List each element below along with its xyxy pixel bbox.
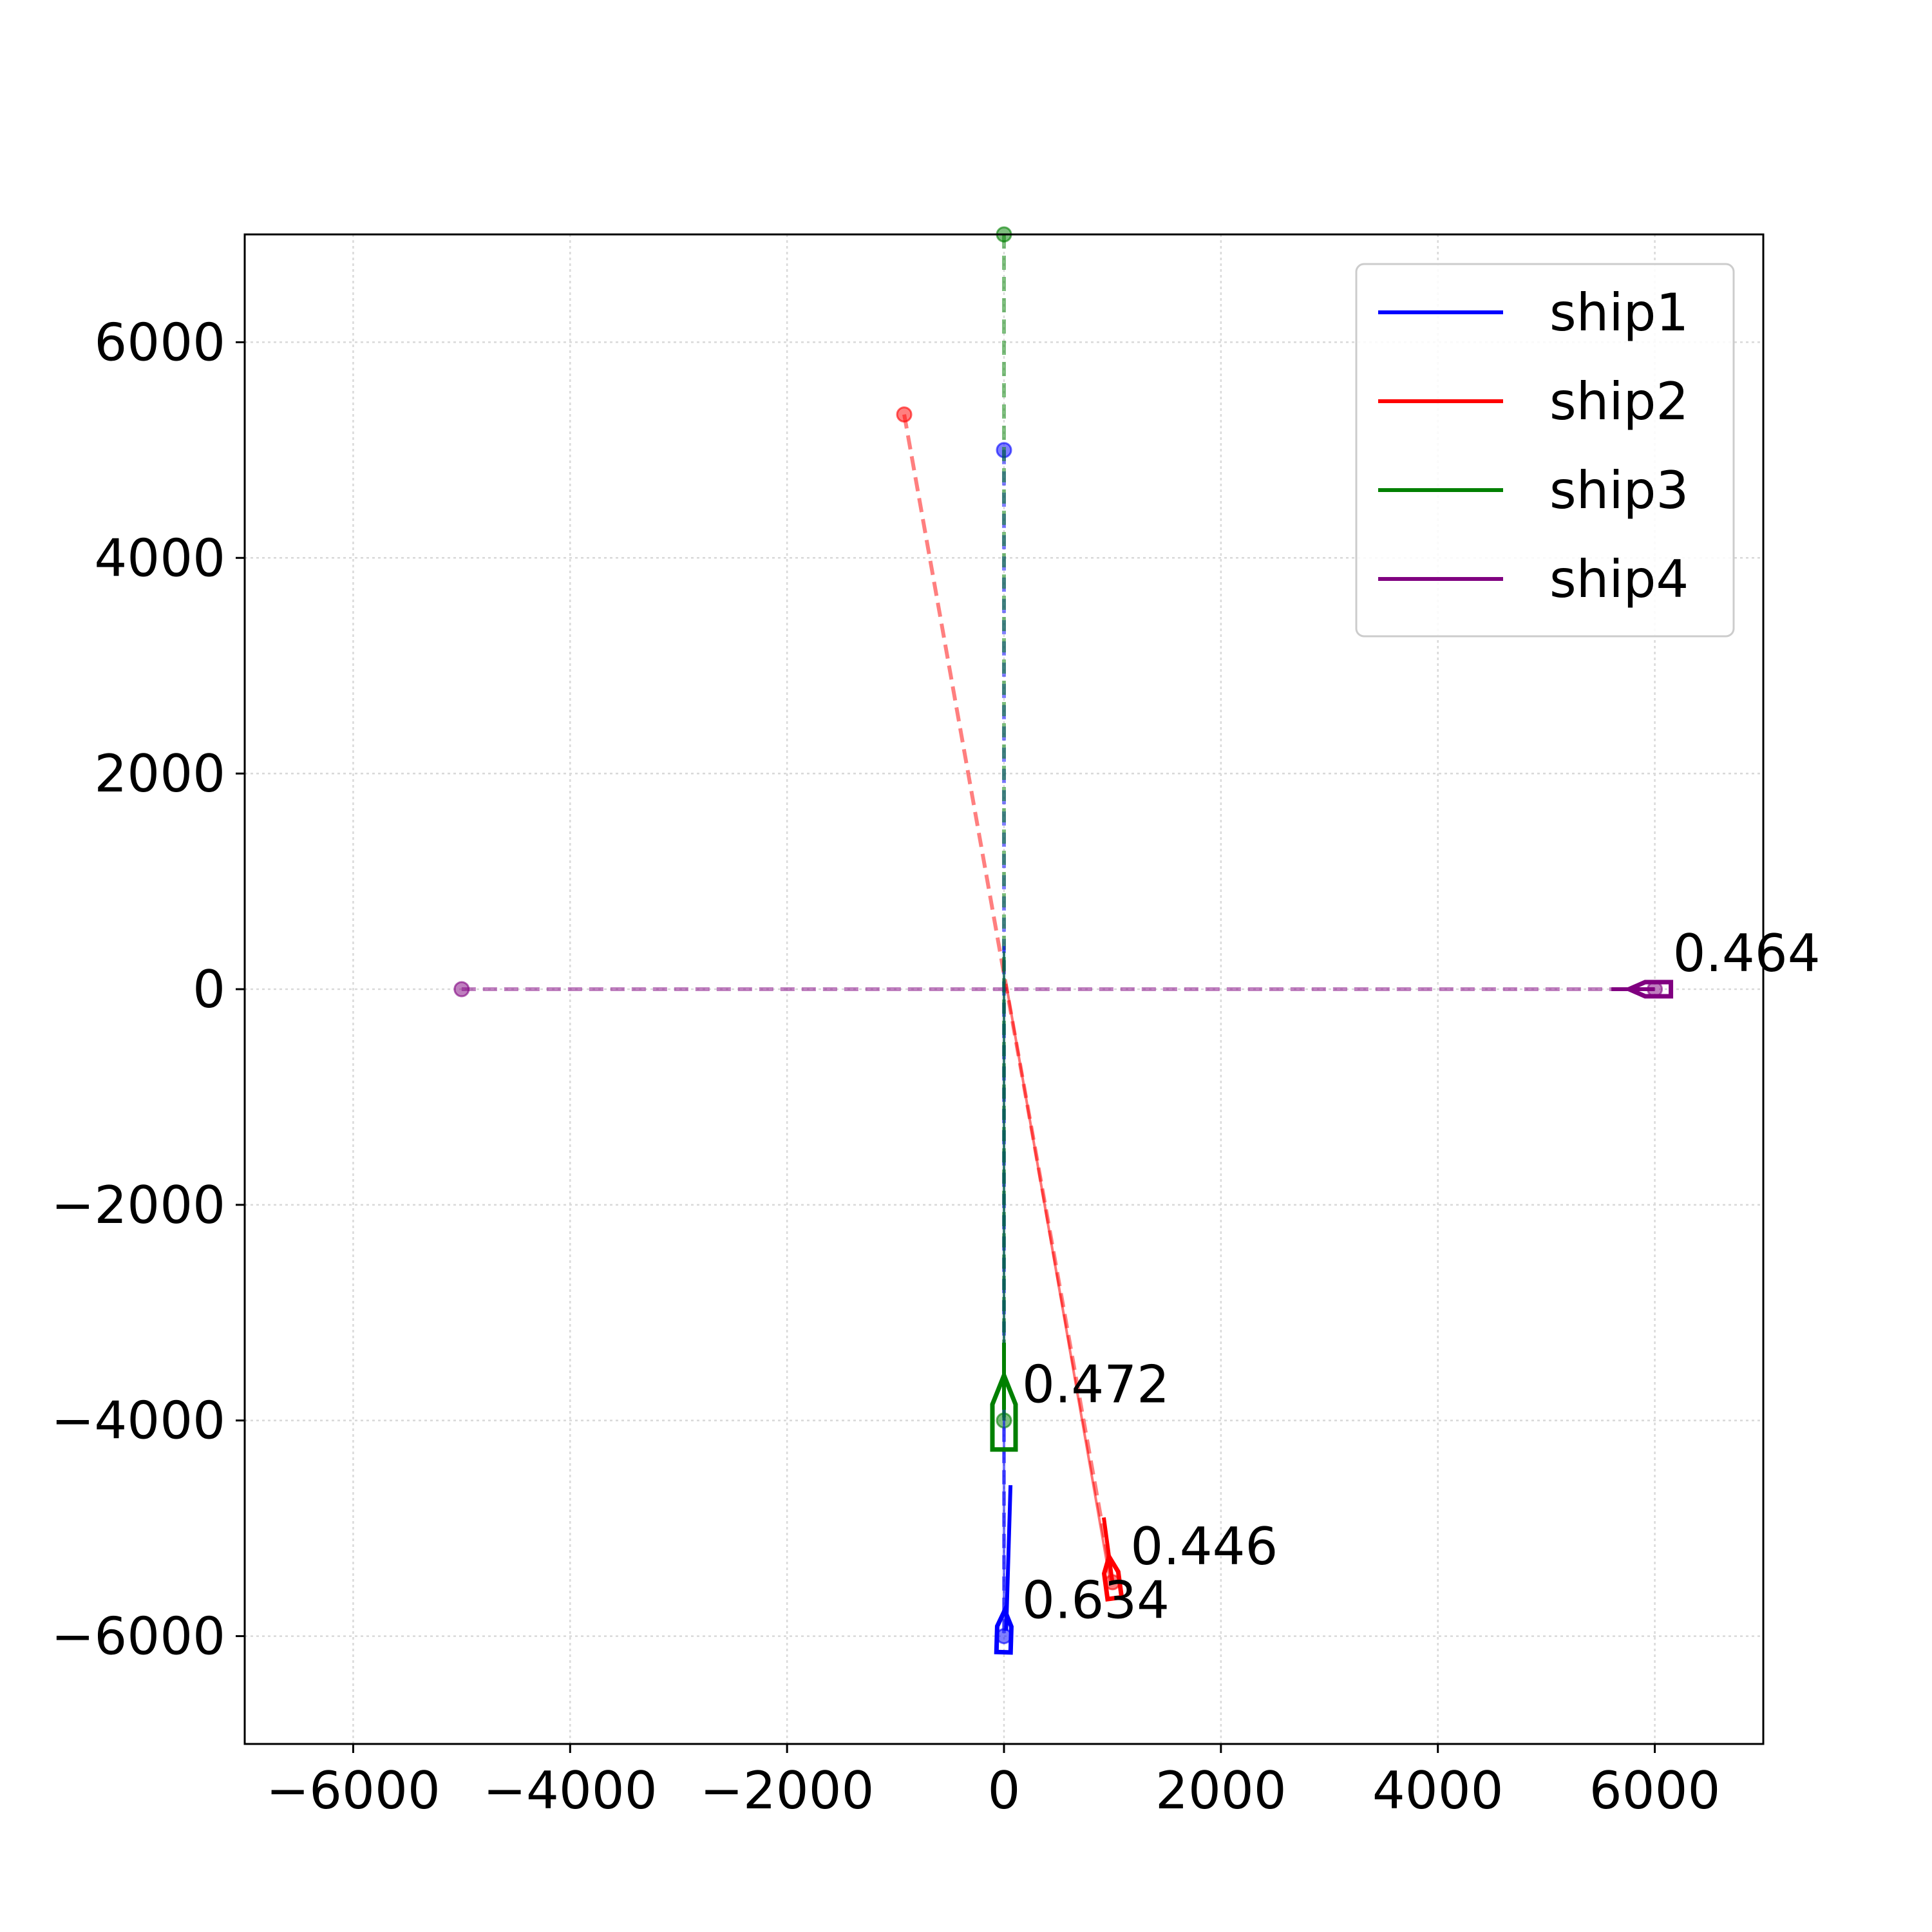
axis-ticks: −6000 −4000 −2000 0 2000 4000 6000 −6000 −4000 −2… xyxy=(51,312,1720,1821)
annotation-ship1: 0.634 xyxy=(1022,1571,1170,1631)
legend-box xyxy=(1355,263,1735,638)
y-tick-label: 4000 xyxy=(94,528,225,588)
start-point-ship4 xyxy=(453,981,470,998)
planned-route-ship2 xyxy=(902,414,1115,1583)
ship-marker-ship1 xyxy=(994,1604,1014,1655)
y-tick-label: −2000 xyxy=(51,1175,225,1235)
x-tick-label: 4000 xyxy=(1372,1761,1504,1821)
ship-markers xyxy=(990,980,1674,1655)
x-tick-label: 0 xyxy=(988,1761,1021,1821)
y-tick-label: −4000 xyxy=(51,1391,225,1451)
start-point-ship2 xyxy=(896,406,913,423)
x-tick-label: −2000 xyxy=(700,1761,875,1821)
legend-label-ship1: ship1 xyxy=(1549,283,1689,343)
heading-line-ship1 xyxy=(1004,1485,1013,1631)
y-tick-label: 0 xyxy=(193,960,225,1019)
x-tick-label: 2000 xyxy=(1155,1761,1287,1821)
annotation-ship4: 0.464 xyxy=(1673,923,1821,983)
annotation-ship2: 0.446 xyxy=(1130,1517,1278,1577)
ship-marker-ship2 xyxy=(1101,1551,1124,1602)
y-tick-label: 2000 xyxy=(94,744,225,804)
annotation-ship3: 0.472 xyxy=(1022,1355,1170,1415)
x-tick-label: −6000 xyxy=(266,1761,440,1821)
ship-hull-ship4 xyxy=(1623,980,1674,999)
legend: ship1 ship2 ship3 ship4 xyxy=(1355,263,1735,638)
legend-label-ship2: ship2 xyxy=(1549,372,1689,431)
track-ship2 xyxy=(1005,983,1112,1583)
ship-hull-ship3 xyxy=(990,1369,1018,1452)
ship-marker-ship4 xyxy=(1623,980,1674,999)
x-tick-label: −4000 xyxy=(483,1761,658,1821)
x-tick-label: 6000 xyxy=(1589,1761,1721,1821)
y-tick-label: 6000 xyxy=(94,312,225,372)
ship-hull-ship2 xyxy=(1101,1551,1124,1602)
y-tick-label: −6000 xyxy=(51,1607,225,1667)
ship-hull-ship1 xyxy=(994,1604,1014,1655)
legend-label-ship3: ship3 xyxy=(1549,460,1689,520)
legend-label-ship4: ship4 xyxy=(1549,549,1689,609)
heading-line-ship2 xyxy=(1101,1517,1115,1583)
ship-marker-ship3 xyxy=(990,1369,1018,1452)
